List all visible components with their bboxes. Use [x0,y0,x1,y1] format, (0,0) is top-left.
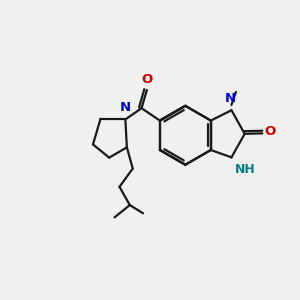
Text: N: N [120,101,131,114]
Text: O: O [141,73,152,85]
Text: N: N [224,92,236,105]
Text: O: O [265,125,276,138]
Text: NH: NH [235,163,256,176]
